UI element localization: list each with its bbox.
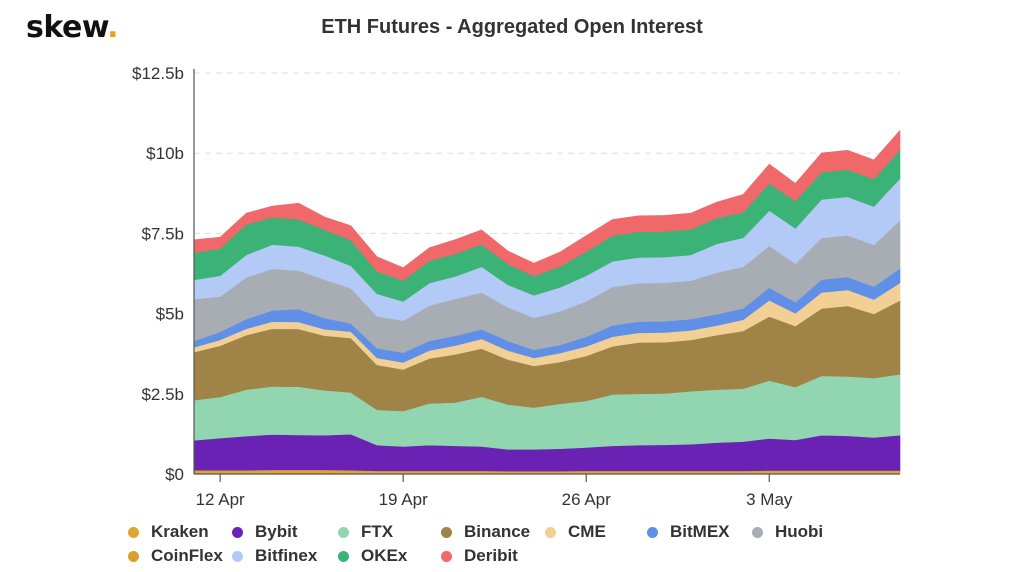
- y-tick-label: $5b: [156, 305, 184, 324]
- legend-item-coinflex[interactable]: CoinFlex: [128, 546, 223, 566]
- legend-item-ftx[interactable]: FTX: [338, 522, 393, 542]
- legend-label: Huobi: [775, 522, 824, 541]
- legend-label: Kraken: [151, 522, 209, 541]
- y-tick-label: $10b: [146, 144, 184, 163]
- legend-label: BitMEX: [670, 522, 730, 541]
- y-tick-label: $7.5b: [141, 224, 184, 243]
- legend-swatch: [338, 526, 349, 538]
- logo-text: skew: [26, 10, 108, 45]
- legend-label: FTX: [361, 522, 394, 541]
- legend-label: OKEx: [361, 546, 408, 565]
- legend-item-cme[interactable]: CME: [545, 522, 606, 542]
- legend-label: CoinFlex: [151, 546, 223, 565]
- skew-logo: skew.: [26, 10, 119, 45]
- legend-item-deribit[interactable]: Deribit: [441, 546, 518, 566]
- legend-item-bitfinex[interactable]: Bitfinex: [232, 546, 317, 566]
- legend-swatch: [647, 526, 658, 538]
- x-tick-label: 26 Apr: [562, 490, 611, 509]
- legend-item-huobi[interactable]: Huobi: [752, 522, 823, 542]
- legend-label: Bybit: [255, 522, 298, 541]
- legend-label: Bitfinex: [255, 546, 318, 565]
- y-tick-label: $2.5b: [141, 385, 184, 404]
- legend-swatch: [545, 526, 556, 538]
- stacked-area-chart: $0 $2.5b $5b $7.5b $10b $12.5b 12 Apr 19 Apr 26 …: [132, 64, 901, 509]
- legend-label: Binance: [464, 522, 531, 541]
- legend-swatch: [441, 526, 452, 538]
- legend-item-okex[interactable]: OKEx: [338, 546, 407, 566]
- y-tick-label: $0: [165, 465, 184, 484]
- x-tick-label: 3 May: [746, 490, 793, 509]
- legend-label: Deribit: [464, 546, 518, 565]
- legend-swatch: [232, 526, 243, 538]
- legend-swatch: [752, 526, 763, 538]
- legend-item-bitmex[interactable]: BitMEX: [647, 522, 730, 542]
- x-tick-label: 19 Apr: [379, 490, 428, 509]
- legend-swatch: [128, 526, 139, 538]
- legend-label: CME: [568, 522, 606, 541]
- legend-swatch: [338, 550, 349, 562]
- legend-item-kraken[interactable]: Kraken: [128, 522, 209, 542]
- x-tick-label: 12 Apr: [196, 490, 245, 509]
- logo-dot: .: [107, 10, 119, 45]
- legend-swatch: [232, 550, 243, 562]
- legend-swatch: [441, 550, 452, 562]
- area-deribit: [193, 129, 901, 281]
- legend-item-bybit[interactable]: Bybit: [232, 522, 298, 542]
- legend-swatch: [128, 550, 139, 562]
- legend-item-binance[interactable]: Binance: [441, 522, 530, 542]
- chart-title: ETH Futures - Aggregated Open Interest: [321, 16, 703, 38]
- y-tick-label: $12.5b: [132, 64, 184, 83]
